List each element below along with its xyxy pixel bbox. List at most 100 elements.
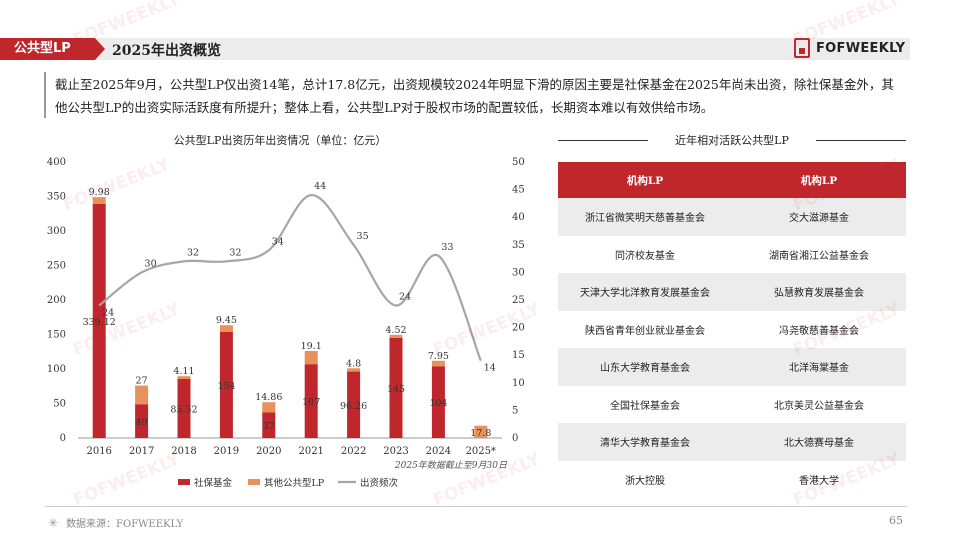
bar-value-label: 7.95 (428, 351, 449, 362)
x-tick-label: 2020 (256, 446, 281, 457)
bar-value-label: 85.52 (170, 404, 197, 415)
table-cell: 北京美灵公益基金会 (774, 400, 864, 412)
line-frequency (98, 194, 482, 362)
funding-chart: 0 50 100 150 200 250 300 350 400 0 5 10 15 20 25 30 35 40… (47, 157, 525, 489)
logo-text: FOFWEEKLY (816, 40, 906, 56)
y-right-tick-label: 10 (512, 378, 525, 389)
bar-value-label: 19.1 (301, 341, 322, 352)
line-value-label: 14 (484, 363, 496, 374)
bar-value-label: 9.98 (89, 187, 110, 198)
y-left-tick-label: 350 (47, 192, 66, 203)
table-row: 天津大学北洋教育发展基金会 弘慧教育发展基金会 (558, 273, 906, 311)
table-title-rule-right (816, 140, 906, 141)
y-left-tick-label: 0 (60, 433, 66, 444)
bar-value-label: 17.8 (470, 428, 491, 439)
y-right-tick-label: 45 (512, 185, 525, 196)
y-right-tick-label: 25 (512, 295, 525, 306)
y-right-tick-label: 20 (512, 323, 525, 334)
y-right-tick-label: 35 (512, 240, 525, 251)
x-tick-label: 2023 (383, 446, 408, 457)
x-tick-label: 2018 (171, 446, 196, 457)
line-value-label: 24 (102, 308, 114, 319)
table-title-rule-left (558, 140, 648, 141)
bar-social-security (304, 364, 318, 438)
table-row: 山东大学教育基金会 北洋海棠基金 (558, 348, 906, 386)
y-left-tick-label: 200 (47, 295, 66, 306)
line-value-label: 33 (441, 242, 453, 253)
table-cell: 清华大学教育基金会 (558, 423, 732, 461)
footer-divider (45, 506, 907, 507)
intro-accent-bar (44, 72, 46, 118)
bar-other-public-lp (304, 350, 318, 365)
bar-social-security (92, 204, 106, 438)
sparkle-icon: ✳ (48, 515, 59, 530)
bar-value-label: 339.12 (83, 317, 116, 328)
line-value-label: 32 (187, 247, 199, 258)
table-cell: 山东大学教育基金会 (558, 348, 732, 386)
y-right-tick-label: 40 (512, 212, 525, 223)
section-tag: 公共型LP (0, 38, 105, 60)
bar-social-security (219, 331, 233, 438)
legend-label: 其他公共型LP (264, 477, 325, 489)
legend-label: 出资频次 (360, 477, 399, 489)
table-row: 浙江省微笑明天慈善基金会 交大滋源基金 (558, 198, 906, 236)
bar-value-label: 154 (217, 381, 235, 392)
bar-other-public-lp (262, 402, 276, 413)
bar-other-public-lp (135, 385, 149, 405)
table-header-row: 机构LP 机构LP (558, 162, 906, 198)
x-tick-label: 2021 (298, 446, 323, 457)
legend-label: 社保基金 (194, 477, 233, 489)
page-number: 65 (889, 514, 903, 527)
bar-value-label: 27 (136, 376, 148, 387)
header-band (95, 38, 910, 60)
bar-value-label: 104 (429, 398, 447, 409)
y-left-tick-label: 400 (47, 157, 66, 168)
table-cell: 弘慧教育发展基金会 (732, 273, 906, 311)
table-row: 全国社保基金会 北京美灵公益基金会 (558, 386, 906, 424)
y-right-tick-label: 30 (512, 267, 525, 278)
x-tick-label: 2024 (426, 446, 451, 457)
legend-swatch-other-lp (248, 479, 260, 485)
table-row: 陕西省青年创业就业基金会 冯尧敬慈善基金会 (558, 311, 906, 349)
bar-value-label: 96.26 (340, 401, 367, 412)
chart-note: 2025年数据截止至9月30日 (394, 460, 508, 471)
bar-value-label: 4.52 (385, 325, 406, 336)
table-cell: 陕西省青年创业就业基金会 (585, 325, 705, 337)
bar-other-public-lp (389, 334, 403, 338)
bar-value-label: 14.86 (255, 392, 282, 403)
table-header-cell: 机构LP (732, 162, 906, 198)
line-value-label: 44 (314, 181, 326, 192)
bar-social-security (177, 378, 191, 438)
y-left-tick-label: 250 (47, 261, 66, 272)
table-cell: 冯尧敬慈善基金会 (779, 325, 859, 337)
line-value-label: 24 (399, 292, 411, 303)
chart-title-wrap: 公共型LP出资历年出资情况（单位：亿元） (40, 132, 520, 148)
logo-icon (794, 38, 810, 58)
line-value-label: 30 (145, 258, 157, 269)
bar-social-security (347, 371, 361, 438)
y-right-tick-label: 50 (512, 157, 525, 168)
table-title: 近年相对活跃公共型LP (675, 134, 789, 147)
y-right-tick-label: 5 (512, 405, 518, 416)
bar-other-public-lp (431, 360, 445, 367)
active-lp-table: 机构LP 机构LP 浙江省微笑明天慈善基金会 交大滋源基金 同济校友基金 湖南省湘江… (558, 162, 906, 498)
bar-value-label: 37 (263, 421, 275, 432)
bar-value-label: 9.45 (216, 315, 237, 326)
x-tick-label: 2025* (466, 446, 496, 457)
bar-other-public-lp (92, 197, 106, 205)
y-left-tick-label: 100 (47, 364, 66, 375)
x-tick-label: 2016 (86, 446, 111, 457)
bar-value-label: 4.8 (346, 358, 361, 369)
table-header-cell: 机构LP (558, 162, 732, 198)
table-cell: 北洋海棠基金 (732, 348, 906, 386)
y-left-tick-label: 300 (47, 226, 66, 237)
source-text: 数据来源：FOFWEEKLY (66, 519, 184, 530)
bar-other-public-lp (177, 376, 191, 379)
table-cell: 浙大控股 (625, 475, 665, 487)
table-cell: 交大滋源基金 (732, 198, 906, 236)
bar-other-public-lp (474, 425, 488, 438)
bar-value-label: 49 (136, 417, 148, 428)
y-left-tick-label: 50 (53, 399, 66, 410)
bar-other-public-lp (347, 368, 361, 372)
bar-other-public-lp (219, 325, 233, 332)
